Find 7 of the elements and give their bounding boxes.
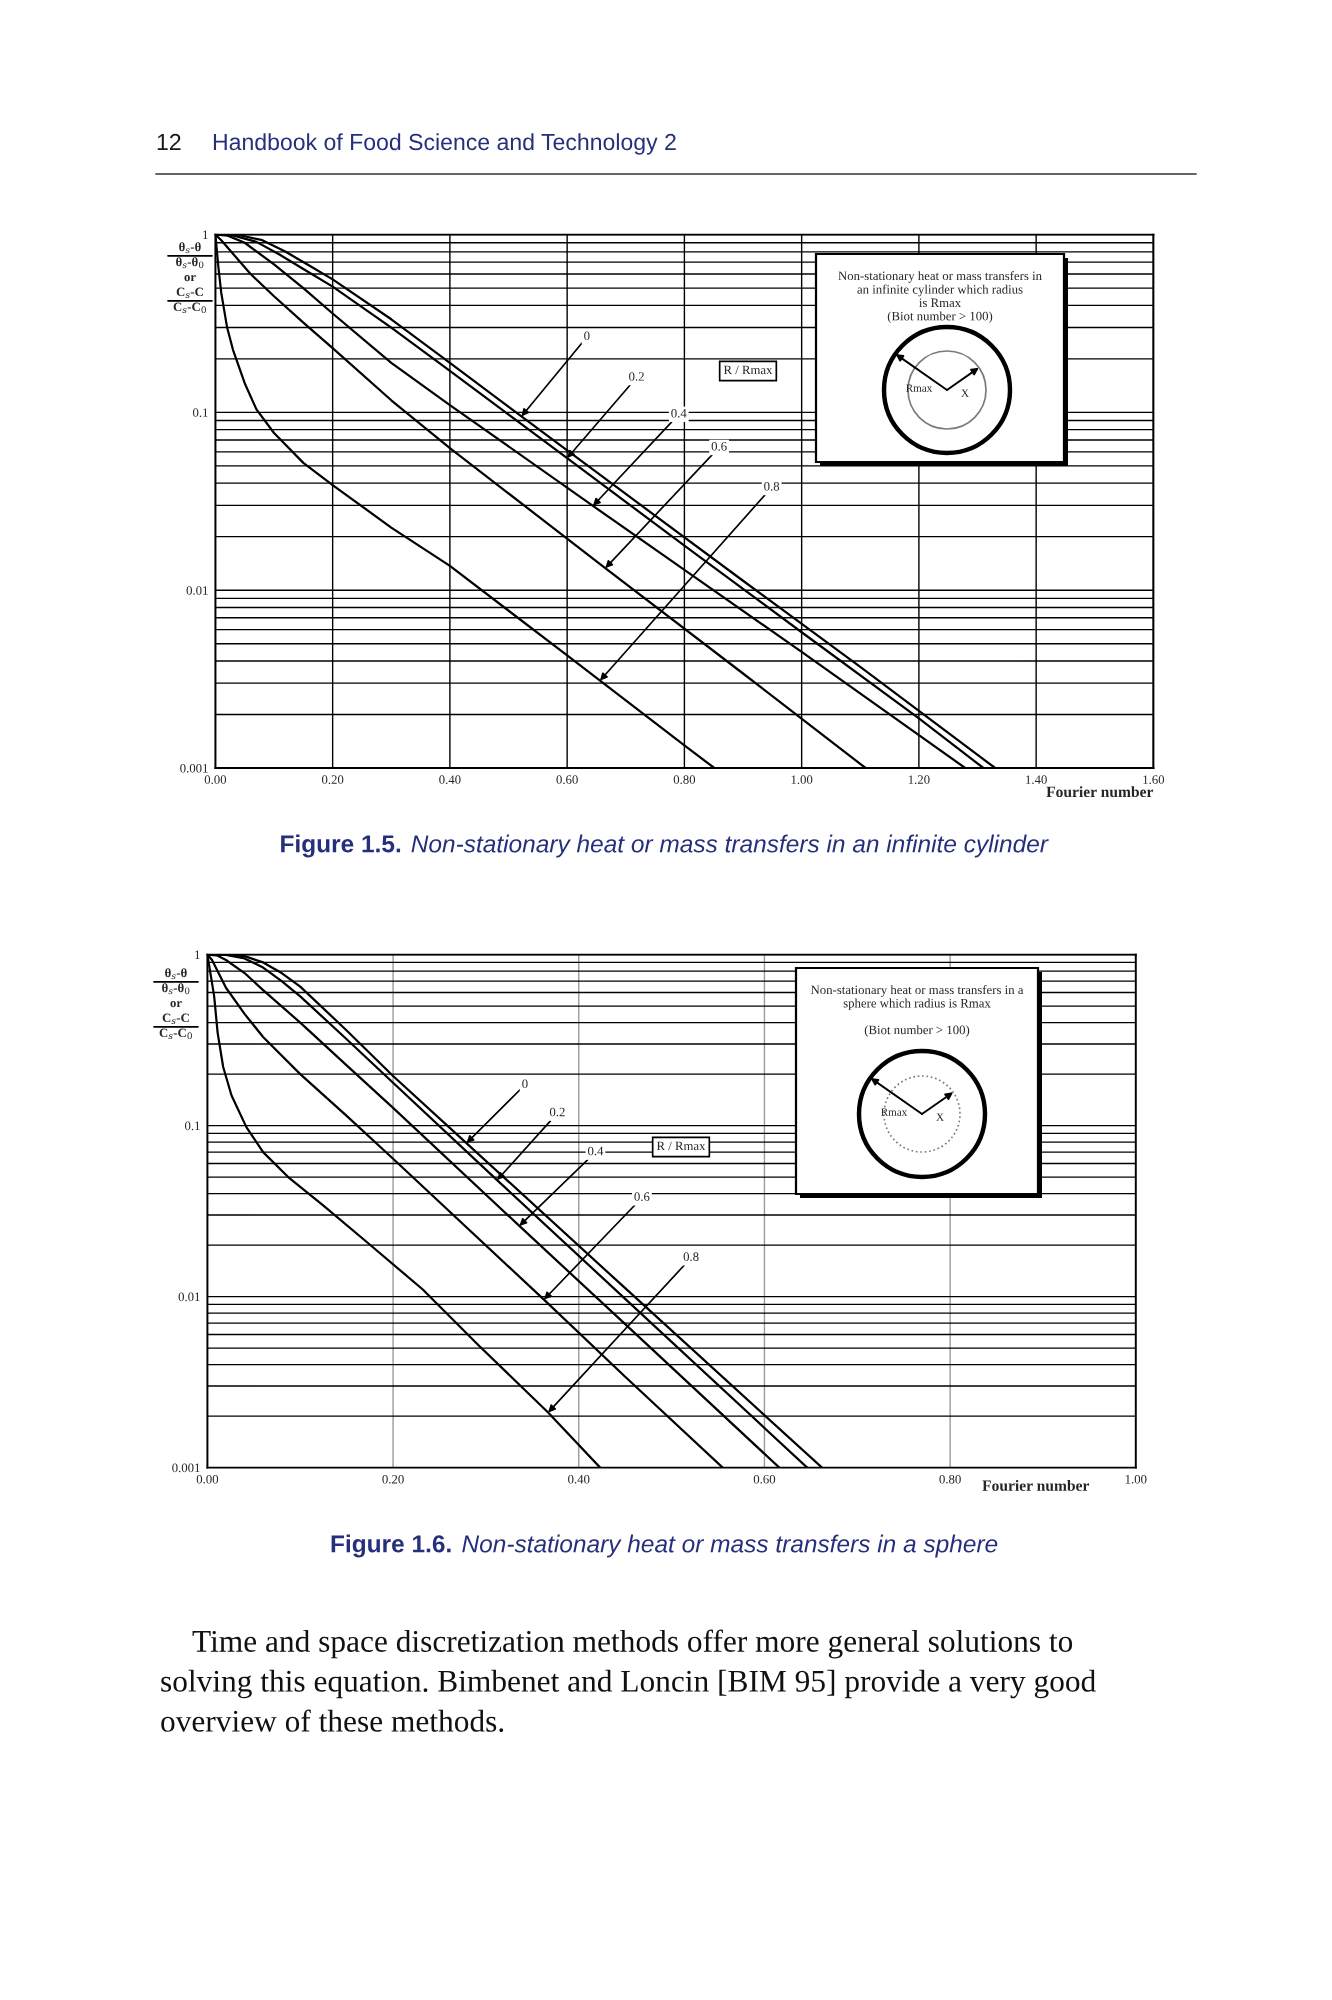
text: Non-stationary heat or mass transfers in a sphere xyxy=(462,1534,998,1558)
text: Handbook of Food Science and Technology 2 xyxy=(213,133,676,155)
caption: Figure 1.5. xyxy=(281,834,401,858)
caption: Figure 1.6. xyxy=(331,1534,451,1558)
text: Time and space discretization methods offer more general solutions to solving this equation. Bimbenet and Loncin [BIM 95] provide a very good overview of these methods. xyxy=(161,1629,1096,1732)
text: 12 xyxy=(157,133,181,150)
text: Non-stationary heat or mass transfers in an infinite cylinder xyxy=(411,834,1049,858)
